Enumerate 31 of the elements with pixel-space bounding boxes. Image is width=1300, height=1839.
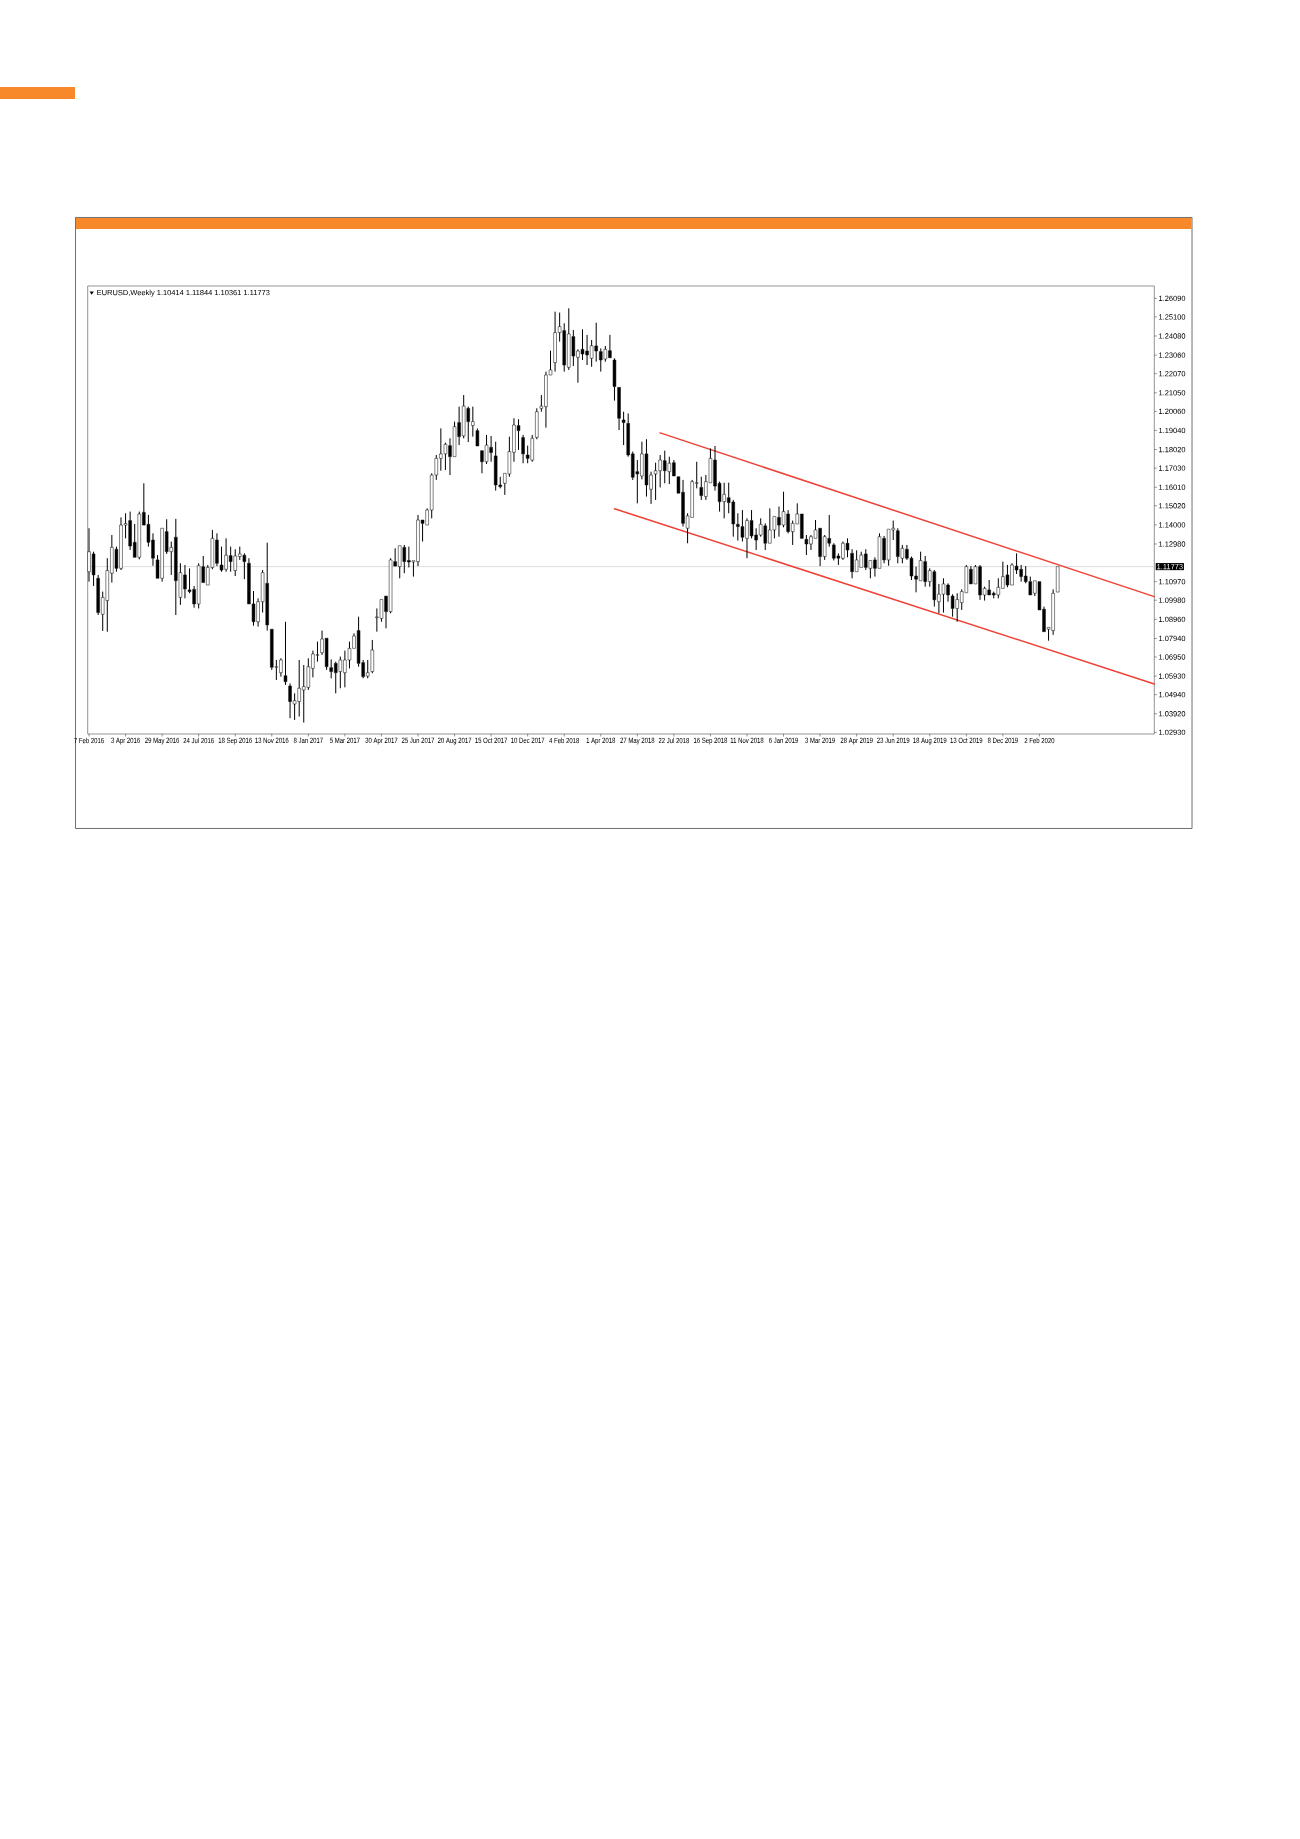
candlestick xyxy=(242,552,247,580)
candlestick xyxy=(621,411,626,446)
candlestick xyxy=(740,509,745,543)
candlestick xyxy=(1005,564,1010,588)
candlestick xyxy=(265,542,269,632)
candlestick xyxy=(804,534,809,556)
candlestick xyxy=(270,629,274,671)
candlestick xyxy=(196,562,201,609)
candlestick xyxy=(653,462,658,501)
candlestick xyxy=(571,329,576,367)
candlestick xyxy=(941,577,946,614)
candlestick xyxy=(370,639,374,674)
candlestick xyxy=(617,387,621,431)
candlestick xyxy=(475,427,480,447)
candlestick xyxy=(484,434,489,465)
candlestick xyxy=(324,637,329,671)
candlestick xyxy=(283,621,288,686)
candlestick xyxy=(493,441,498,492)
candlestick xyxy=(516,418,521,451)
candlestick xyxy=(535,407,539,440)
candlestick xyxy=(603,345,608,363)
candlestick xyxy=(612,357,617,402)
candlestick xyxy=(886,528,891,567)
candlestick xyxy=(306,657,311,691)
candlestick xyxy=(932,569,937,608)
candlestick xyxy=(589,339,594,368)
candlestick xyxy=(832,542,836,561)
candlestick xyxy=(530,434,534,463)
candlestick xyxy=(228,546,233,573)
candlestick xyxy=(1056,566,1060,593)
candlestick xyxy=(443,442,448,471)
